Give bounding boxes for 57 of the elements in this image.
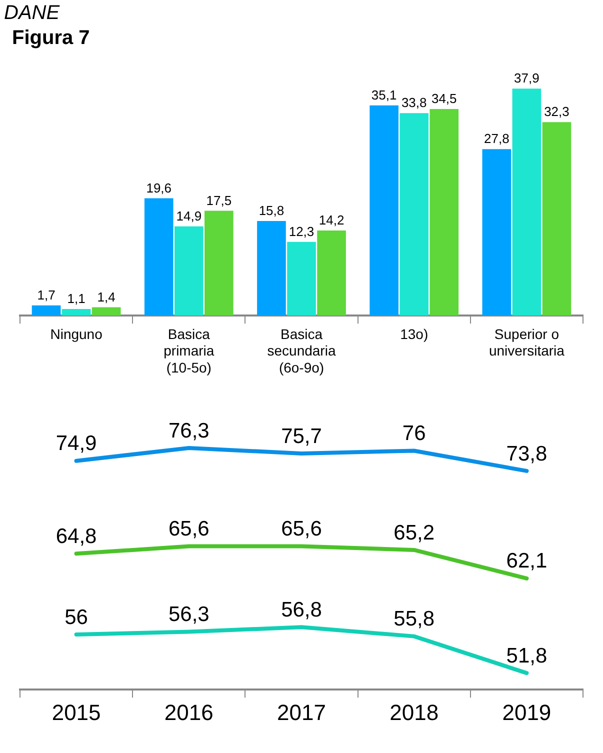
bar — [370, 105, 398, 316]
x-tick-label: Basica primaria (10-5o) — [164, 326, 214, 376]
bar — [32, 305, 61, 316]
data-label: 75,7 — [281, 424, 322, 448]
data-label: 35,1 — [371, 87, 397, 102]
data-label: 14,9 — [176, 208, 202, 224]
x-tick-label: 13o) — [400, 326, 428, 342]
data-label: 64,8 — [56, 524, 97, 548]
data-label: 56 — [64, 606, 88, 629]
bar — [62, 309, 91, 316]
x-tick-label: 2019 — [502, 700, 552, 725]
x-tick-label: 2016 — [164, 700, 214, 725]
data-label: 15,8 — [258, 203, 284, 218]
data-label: 32,3 — [544, 104, 570, 120]
data-label: 76 — [402, 422, 426, 446]
data-label: 1,1 — [67, 291, 86, 306]
data-label: 56,3 — [168, 603, 210, 626]
x-tick-label: 2018 — [390, 700, 439, 725]
data-label: 55,8 — [394, 608, 435, 631]
chart-title: Figura 7 — [11, 26, 91, 50]
data-label: 34,5 — [431, 91, 457, 106]
data-label: 65,6 — [168, 518, 210, 541]
data-label: 33,8 — [401, 95, 427, 110]
x-tick-label: Ninguno — [50, 326, 103, 342]
bar — [482, 149, 512, 316]
bar — [287, 242, 316, 316]
data-label: 37,9 — [514, 70, 540, 86]
bar — [92, 307, 121, 316]
x-tick-label: 2015 — [52, 700, 101, 725]
data-label: 12,3 — [288, 224, 314, 239]
data-label: 74,9 — [56, 432, 97, 456]
data-label: 27,8 — [484, 131, 510, 146]
bar — [400, 113, 429, 316]
data-label: 17,5 — [206, 192, 232, 208]
bar — [512, 88, 542, 316]
bar — [174, 226, 204, 316]
bar — [542, 122, 572, 316]
data-label: 65,2 — [394, 521, 435, 544]
data-label: 65,6 — [281, 518, 322, 541]
bar — [144, 198, 174, 316]
bar — [317, 230, 346, 316]
data-label: 73,8 — [506, 442, 548, 466]
data-label: 56,8 — [281, 598, 322, 622]
text: DANE — [3, 1, 61, 25]
data-label: 62,1 — [506, 550, 548, 573]
x-tick-label: Basica secundaria (6o-9o) — [267, 326, 336, 376]
bar — [204, 210, 234, 316]
data-label: 1,7 — [37, 287, 56, 302]
x-tick-label: Superior o universitaria — [488, 326, 565, 359]
data-label: 51,8 — [506, 644, 548, 668]
data-label: 76,3 — [168, 419, 210, 442]
x-tick-label: 2017 — [277, 700, 326, 725]
data-label: 19,6 — [146, 180, 172, 196]
bar — [257, 220, 286, 316]
data-label: 1,4 — [97, 289, 116, 304]
bar — [430, 108, 459, 316]
data-label: 14,2 — [318, 212, 344, 228]
